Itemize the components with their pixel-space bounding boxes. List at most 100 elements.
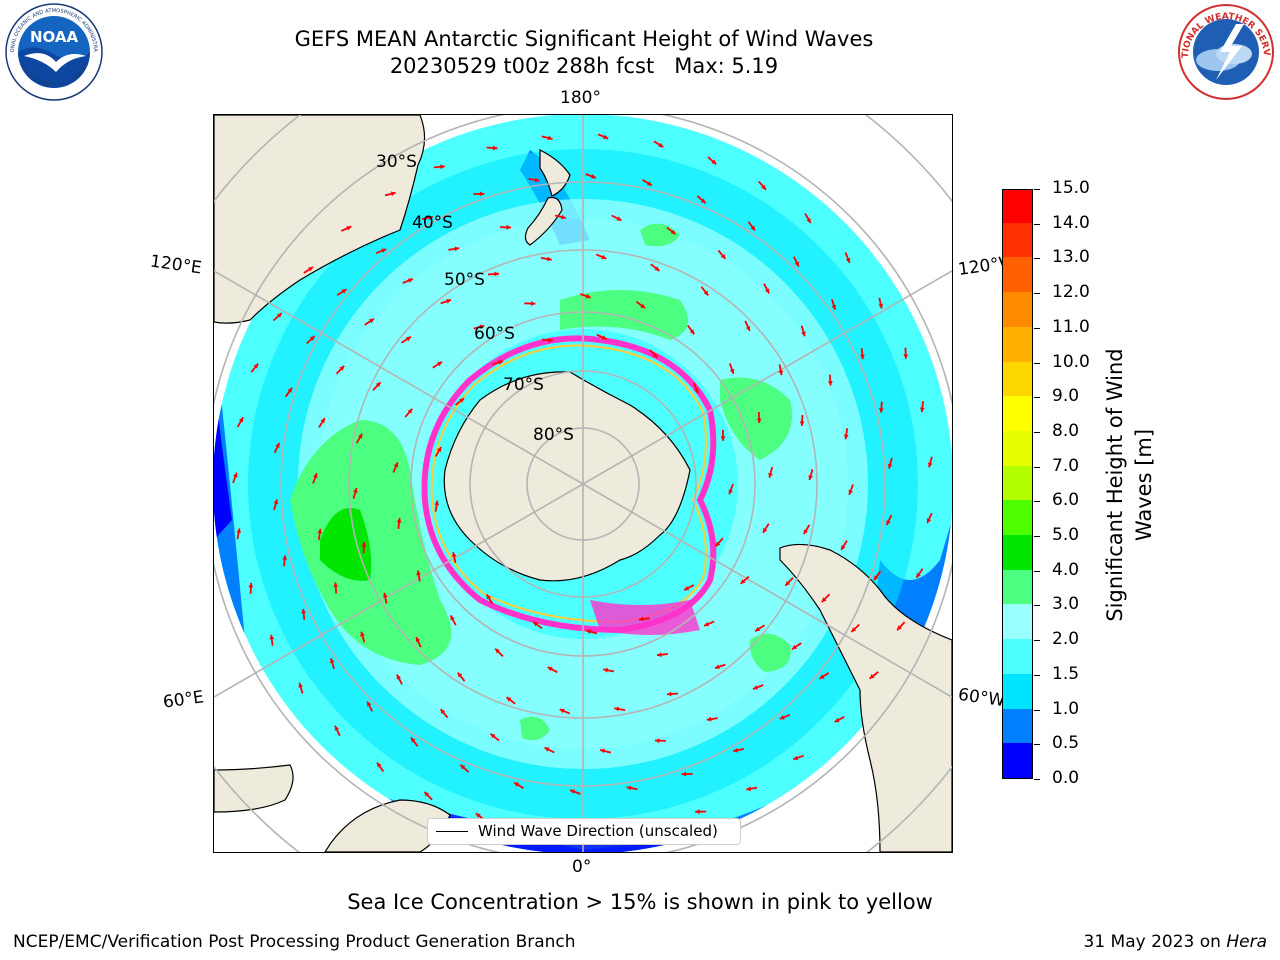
wind-wave-arrow-head [407, 278, 413, 283]
colorbar-segment [1003, 569, 1032, 605]
noaa-logo: NOAA NATIONAL OCEANIC AND ATMOSPHERIC AD… [4, 2, 103, 101]
colorbar-segment [1003, 190, 1032, 223]
wind-wave-arrow-head [755, 626, 761, 632]
colorbar-segment [1003, 430, 1032, 466]
wind-wave-arrow-head [547, 135, 553, 141]
wind-wave-arrow-head [236, 528, 241, 534]
wind-wave-arrow-head [493, 145, 498, 151]
wind-wave-arrow-head [534, 177, 540, 183]
wind-wave-arrow-head [559, 708, 565, 714]
wind-wave-arrow-head [317, 528, 323, 534]
new-zealand-north [539, 149, 571, 197]
wind-wave-arrow-head [396, 674, 401, 680]
wind-wave-arrow-head [547, 256, 552, 262]
wind-wave-arrow-head [585, 293, 591, 299]
colorbar-label-line-1: Significant Height of Wind [1103, 348, 1127, 622]
wind-wave-arrow-head [561, 214, 566, 220]
figure-title: GEFS MEAN Antarctic Significant Height o… [294, 27, 874, 51]
wind-wave-arrow-head [410, 737, 416, 743]
wind-wave-arrow-head [377, 762, 382, 768]
wind-wave-arrow-head [785, 580, 791, 586]
wind-wave-arrow-head [424, 791, 430, 797]
wind-wave-arrow-head [831, 304, 837, 310]
wind-wave-arrow-head [405, 336, 411, 342]
wind-wave-arrow-head [720, 436, 726, 441]
wind-wave-arrow-head [506, 697, 512, 702]
wind-wave-arrow-head [638, 616, 644, 622]
wind-wave-arrow-head [570, 789, 575, 794]
wind-wave-arrow-head [733, 747, 738, 753]
colorbar-tick-label: 0.5 [1052, 733, 1080, 754]
wind-wave-direction-arrows [232, 133, 933, 835]
wind-wave-arrow-head [446, 299, 452, 304]
colorbar-tick [1034, 640, 1040, 642]
wind-wave-arrow-head [703, 290, 709, 296]
wind-wave-arrow-head [714, 664, 720, 669]
latitude-label-80s: 80°S [533, 425, 574, 445]
wind-wave-arrow-head [860, 354, 865, 360]
colorbar-segment [1003, 395, 1032, 431]
wind-wave-arrow-head [273, 499, 279, 505]
colorbar-tick [1034, 431, 1040, 433]
latitude-label-30s: 30°S [376, 152, 417, 172]
wind-wave-arrow-head [640, 303, 646, 309]
wind-wave-arrow-head [654, 266, 660, 271]
colorbar-segment [1003, 603, 1032, 640]
colorbar-label-line-2: Waves [m] [1132, 428, 1156, 542]
colorbar-tick-label: 7.0 [1052, 455, 1080, 476]
wind-wave-arrow-head [381, 248, 387, 253]
wind-wave-arrow-head [919, 407, 925, 413]
sea-ice-note: Sea Ice Concentration > 15% is shown in … [347, 890, 933, 914]
wind-wave-arrow-head [390, 191, 396, 197]
colorbar-segment [1003, 361, 1032, 397]
wind-wave-arrow-head [333, 582, 339, 587]
longitude-label-180: 180° [560, 88, 601, 108]
colorbar-tick-label: 11.0 [1052, 316, 1090, 337]
colorbar-tick-label: 1.5 [1052, 663, 1080, 684]
longitude-label-0: 0° [572, 857, 592, 877]
wind-wave-arrow-head [320, 418, 325, 424]
wind-wave-arrow-head [763, 527, 768, 533]
latitude-label-50s: 50°S [444, 270, 485, 290]
wind-wave-arrow-head [711, 159, 717, 165]
wind-wave-arrow-head [715, 541, 721, 547]
wind-wave-arrow-head [878, 303, 884, 309]
wind-wave-arrow-head [655, 738, 660, 744]
colorbar-tick [1034, 501, 1040, 503]
colorbar-tick-label: 9.0 [1052, 386, 1080, 407]
wind-wave-arrow-head [454, 246, 460, 252]
wind-wave-arrow-head [768, 472, 773, 478]
colorbar-segment [1003, 708, 1032, 744]
wind-wave-arrow-head [301, 608, 306, 614]
wind-wave-arrow-head [658, 142, 664, 148]
wind-wave-arrow-head [700, 198, 706, 204]
wind-wave-arrow-head [490, 733, 496, 739]
wind-wave-arrow-head [269, 634, 275, 640]
colorbar-tick-label: 8.0 [1052, 420, 1080, 441]
latitude-label-60s: 60°S [474, 324, 515, 344]
colorbar-segment [1003, 534, 1032, 570]
colorbar-label: Significant Height of Wind Waves [m] [1101, 325, 1159, 645]
wind-wave-arrow-head [450, 615, 455, 621]
colorbar-tick-label: 6.0 [1052, 490, 1080, 511]
wind-wave-arrow-head [603, 667, 608, 673]
colorbar-tick-label: 14.0 [1052, 212, 1090, 233]
map-legend: Wind Wave Direction (unscaled) [427, 818, 741, 845]
nws-logo: NATIONAL WEATHER SERVICE [1176, 2, 1274, 100]
footer-host: Hera [1226, 932, 1267, 952]
footer-date-text: 31 May 2023 on [1083, 932, 1227, 952]
wind-wave-arrow-head [753, 685, 759, 690]
wind-wave-arrow-head [361, 542, 367, 547]
wind-wave-arrow-head [681, 771, 686, 777]
sea-ice-edge [421, 335, 717, 635]
wind-wave-arrow-head [851, 627, 857, 632]
wind-wave-arrow-head [803, 529, 809, 535]
wind-wave-arrow-head [460, 764, 466, 770]
graticule [214, 115, 952, 852]
wind-wave-arrow-head [393, 462, 399, 468]
wind-wave-arrow-head [616, 216, 622, 221]
wind-wave-arrow-head [827, 381, 833, 386]
wind-wave-arrow-head [353, 488, 358, 493]
colorbar-segment [1003, 326, 1032, 362]
